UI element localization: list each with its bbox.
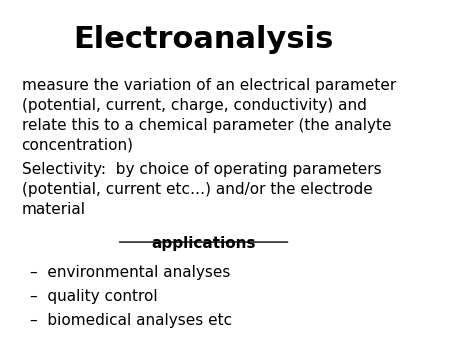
Text: –  quality control: – quality control [30,289,158,304]
Text: Selectivity:  by choice of operating parameters
(potential, current etc…) and/or: Selectivity: by choice of operating para… [22,162,381,217]
Text: –  biomedical analyses etc: – biomedical analyses etc [30,313,232,328]
Text: measure the variation of an electrical parameter
(potential, current, charge, co: measure the variation of an electrical p… [22,78,396,153]
Text: applications: applications [151,236,256,251]
Text: Electroanalysis: Electroanalysis [73,25,334,54]
Text: –  environmental analyses: – environmental analyses [30,265,230,280]
